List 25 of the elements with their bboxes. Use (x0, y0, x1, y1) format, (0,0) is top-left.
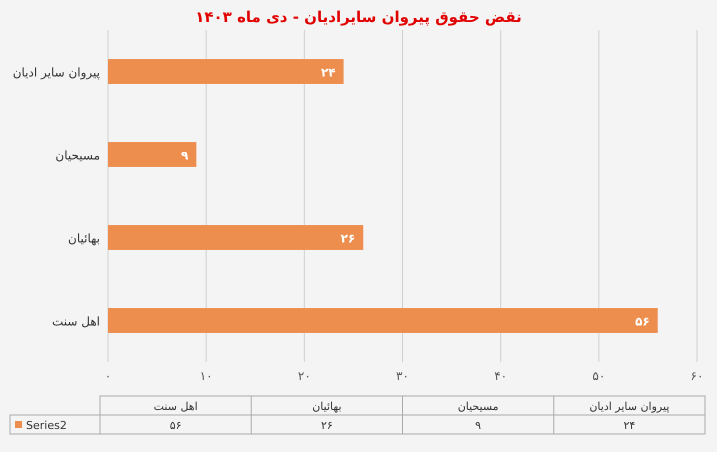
legend-label: Series2 (26, 419, 67, 432)
y-tick-label: بهائیان (68, 232, 100, 246)
x-tick-label: ۱۰ (200, 369, 213, 383)
category-label: بهائیان (312, 400, 342, 413)
data-label: ۲۶ (340, 232, 356, 246)
category-label: مسیحیان (458, 400, 499, 413)
data-label: ۹ (181, 148, 190, 162)
x-tick-label: ۳۰ (396, 369, 409, 383)
text: ۹ (475, 419, 482, 432)
y-tick-label: مسیحیان (55, 148, 100, 162)
text: ۵۶ (170, 419, 182, 432)
x-tick-label: ۲۰ (298, 369, 311, 383)
x-tick-label: ۴۰ (494, 369, 508, 383)
x-tick-label: ۶۰ (690, 369, 704, 383)
text: ۲۴ (623, 419, 636, 432)
data-label: ۵۶ (635, 314, 650, 328)
y-tick-label: اهل سنت (52, 314, 100, 328)
text: ۲۶ (320, 419, 333, 432)
x-tick-label: ۰ (104, 369, 112, 383)
category-label: اهل سنت (154, 400, 198, 413)
chart-title: نقض حقوق پیروان سایرادیان - دی ماه ۱۴۰۳ (195, 8, 522, 26)
data-label: ۲۴ (320, 66, 336, 80)
y-tick-label: پیروان سایر ادیان (12, 66, 100, 80)
category-label: پیروان سایر ادیان (589, 400, 670, 413)
x-tick-label: ۵۰ (592, 369, 606, 383)
